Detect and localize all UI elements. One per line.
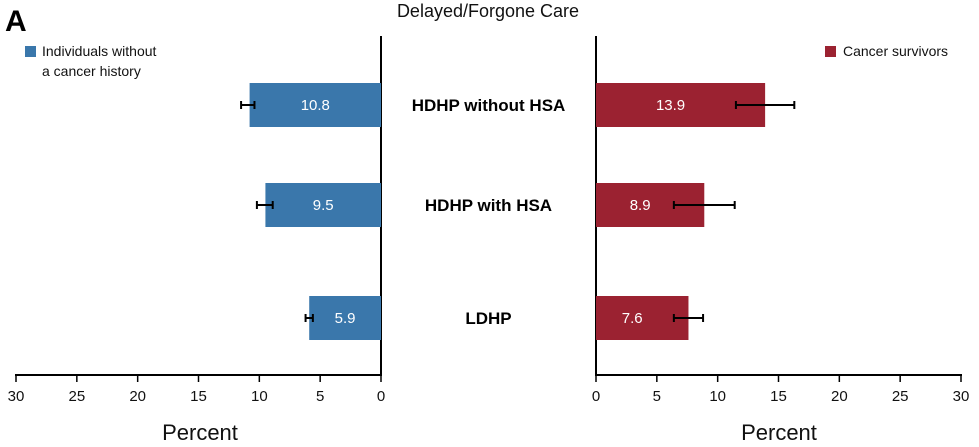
data-label-no-cancer-history-ldhp: 5.9: [335, 310, 356, 327]
right-x-tick-label-10: 10: [709, 388, 726, 405]
right-x-tick-label-15: 15: [770, 388, 787, 405]
data-label-cancer-survivors-ldhp: 7.6: [622, 310, 643, 327]
category-label-ldhp: LDHP: [465, 309, 511, 328]
right-x-tick-label-20: 20: [831, 388, 848, 405]
data-label-cancer-survivors-hdhp-without-hsa: 13.9: [656, 97, 685, 114]
category-label-hdhp-with-hsa: HDHP with HSA: [425, 196, 552, 215]
x-axis-title-right: Percent: [741, 420, 817, 445]
panel-letter: A: [5, 5, 27, 38]
x-axis-title-left: Percent: [162, 420, 238, 445]
legend-label-no-cancer-history-line2: a cancer history: [42, 63, 141, 79]
left-x-tick-label-10: 10: [251, 388, 268, 405]
legend-swatch-no-cancer-history: [25, 46, 36, 57]
data-label-no-cancer-history-hdhp-with-hsa: 9.5: [313, 197, 334, 214]
left-x-tick-label-5: 5: [316, 388, 324, 405]
category-label-hdhp-without-hsa: HDHP without HSA: [412, 96, 566, 115]
bar-no-cancer-history-ldhp: [309, 296, 381, 340]
bar-no-cancer-history-hdhp-without-hsa: [249, 83, 381, 127]
legend-label-no-cancer-history-line1: Individuals without: [42, 43, 157, 59]
right-x-tick-label-5: 5: [653, 388, 661, 405]
legend-swatch-cancer-survivors: [825, 46, 836, 57]
bar-no-cancer-history-hdhp-with-hsa: [265, 183, 381, 227]
left-x-tick-label-15: 15: [190, 388, 207, 405]
legend-label-cancer-survivors: Cancer survivors: [843, 43, 948, 59]
chart-title: Delayed/Forgone Care: [397, 1, 579, 21]
left-x-tick-label-25: 25: [68, 388, 85, 405]
left-x-tick-label-20: 20: [129, 388, 146, 405]
right-x-tick-label-0: 0: [592, 388, 600, 405]
left-x-tick-label-0: 0: [377, 388, 385, 405]
right-x-tick-label-25: 25: [892, 388, 909, 405]
data-label-no-cancer-history-hdhp-without-hsa: 10.8: [301, 97, 330, 114]
plot-area: 0 0 5 5 10 10 15 15 20 20 25 25 30 30 HDHP without HSA…: [8, 36, 970, 405]
right-x-tick-label-30: 30: [953, 388, 970, 405]
data-label-cancer-survivors-hdhp-with-hsa: 8.9: [630, 197, 651, 214]
left-x-tick-label-30: 30: [8, 388, 25, 405]
